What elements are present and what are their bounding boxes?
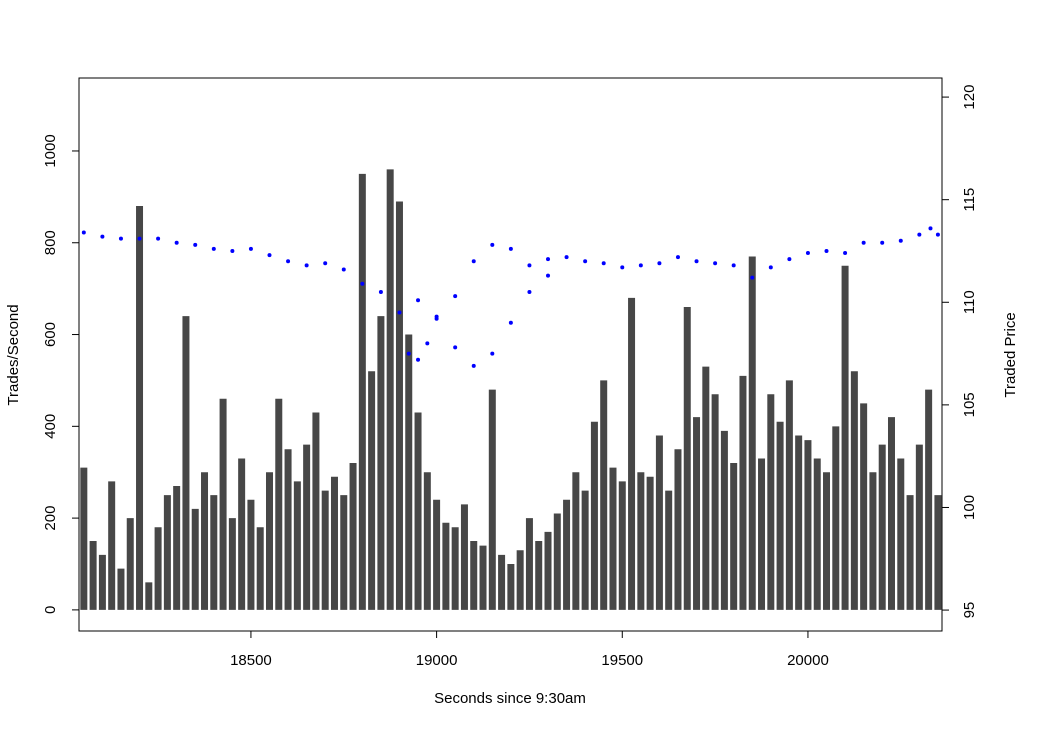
- price-point: [453, 345, 458, 350]
- price-point: [434, 316, 439, 321]
- price-point: [100, 234, 105, 239]
- price-point: [675, 255, 680, 260]
- price-point: [137, 236, 142, 241]
- price-point: [935, 232, 940, 237]
- price-point: [304, 263, 309, 268]
- price-point: [601, 261, 606, 266]
- x-tick-label: 19000: [416, 652, 458, 669]
- price-point: [490, 351, 495, 356]
- plot-frame: [78, 77, 943, 632]
- price-point: [156, 236, 161, 241]
- price-point: [928, 226, 933, 231]
- price-point: [805, 251, 810, 256]
- x-tick-label: 20000: [787, 652, 829, 669]
- price-point: [768, 265, 773, 270]
- y2-tick-label: 120: [961, 85, 978, 110]
- price-point: [546, 257, 551, 262]
- price-point: [564, 255, 569, 260]
- price-point: [638, 263, 643, 268]
- price-point: [267, 253, 272, 258]
- price-point: [583, 259, 588, 264]
- y2-tick-label: 115: [961, 188, 978, 212]
- y-tick-label: 200: [42, 506, 59, 531]
- y-tick-label: 0: [42, 606, 59, 614]
- price-point: [490, 242, 495, 247]
- price-point: [81, 230, 86, 235]
- price-point: [527, 263, 532, 268]
- price-point: [406, 351, 411, 356]
- price-point: [360, 281, 365, 286]
- price-point: [248, 246, 253, 251]
- x-axis-label: Seconds since 9:30am: [434, 690, 586, 707]
- x-tick-label: 19500: [601, 652, 643, 669]
- price-point: [323, 261, 328, 266]
- y2-tick-label: 105: [961, 392, 978, 417]
- price-point: [397, 310, 402, 315]
- price-point: [286, 259, 291, 264]
- price-point: [694, 259, 699, 264]
- price-point: [787, 257, 792, 262]
- price-point: [861, 240, 866, 245]
- price-point: [341, 267, 346, 272]
- price-point: [880, 240, 885, 245]
- price-point: [824, 248, 829, 253]
- y2-axis-label: Traded Price: [1002, 312, 1019, 397]
- price-point: [731, 263, 736, 268]
- price-point: [527, 290, 532, 295]
- y2-tick-label: 110: [961, 290, 978, 314]
- price-point: [416, 357, 421, 362]
- y-tick-label: 800: [42, 230, 59, 255]
- price-point: [471, 259, 476, 264]
- price-point: [378, 290, 383, 295]
- price-point: [898, 238, 903, 243]
- y-tick-label: 1000: [42, 134, 59, 167]
- price-point: [211, 246, 216, 251]
- price-point: [546, 273, 551, 278]
- price-point: [118, 236, 123, 241]
- y2-tick-label: 100: [961, 495, 978, 520]
- price-point: [230, 248, 235, 253]
- price-point: [193, 242, 198, 247]
- price-point: [508, 320, 513, 325]
- price-point: [425, 341, 430, 346]
- price-point: [713, 261, 718, 266]
- price-point: [471, 363, 476, 368]
- y2-tick-label: 95: [961, 602, 978, 619]
- price-point: [917, 232, 922, 237]
- price-point: [416, 298, 421, 303]
- x-tick-label: 18500: [230, 652, 272, 669]
- price-point: [750, 275, 755, 280]
- price-point: [174, 240, 179, 245]
- y-tick-label: 600: [42, 322, 59, 347]
- price-point: [620, 265, 625, 270]
- price-point: [657, 261, 662, 266]
- price-point: [453, 294, 458, 299]
- y-tick-label: 400: [42, 414, 59, 439]
- price-point: [508, 246, 513, 251]
- y-axis-label: Trades/Second: [5, 304, 22, 405]
- price-point: [843, 251, 848, 256]
